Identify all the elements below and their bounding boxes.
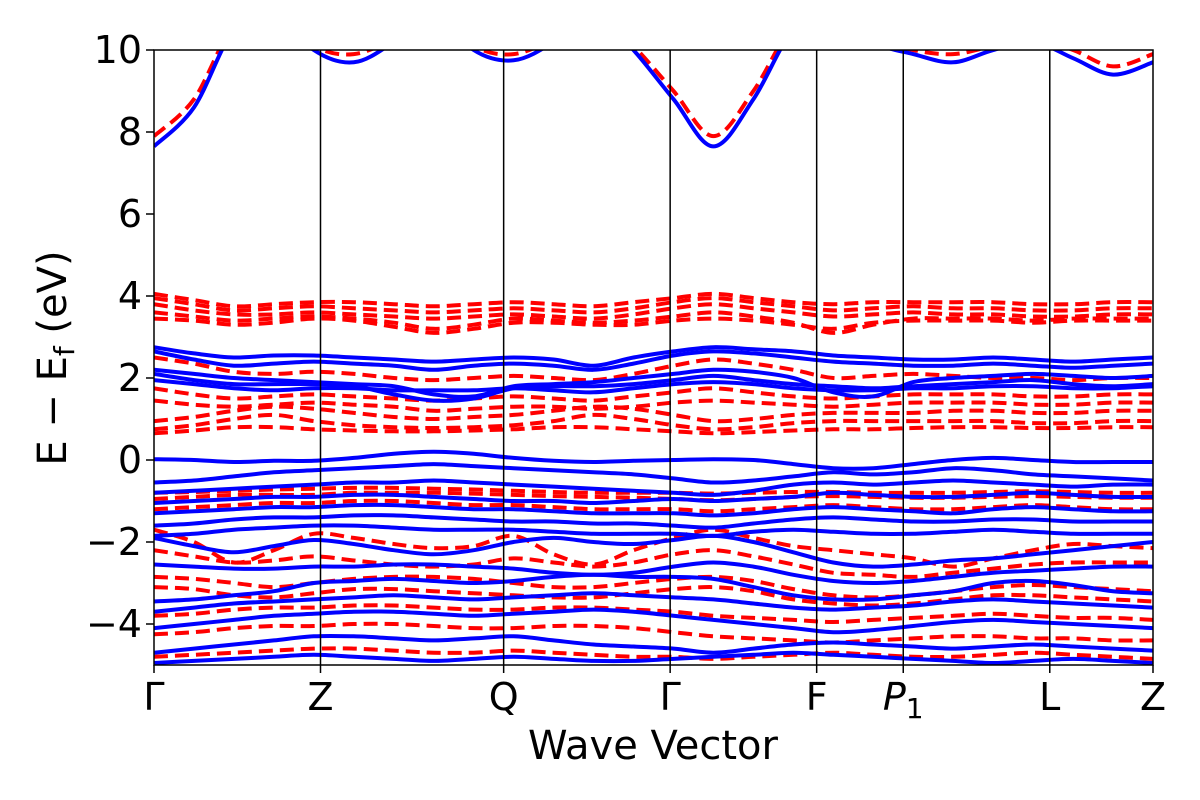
x-tick-label: Z bbox=[307, 675, 333, 719]
band-dashed-red bbox=[154, 621, 1153, 645]
x-tick-label: P1 bbox=[883, 675, 924, 725]
band-solid-blue bbox=[154, 490, 1153, 506]
x-tick-label: F bbox=[806, 675, 828, 719]
band-solid-blue bbox=[154, 50, 1153, 149]
y-tick-label: 10 bbox=[94, 28, 142, 72]
band-dashed-red bbox=[154, 310, 1153, 335]
band-solid-blue bbox=[154, 607, 1153, 635]
bands-layer bbox=[154, 50, 1153, 665]
band-solid-blue bbox=[154, 560, 1153, 586]
band-dashed-red bbox=[154, 50, 1153, 139]
y-tick-label: 4 bbox=[118, 274, 142, 318]
band-solid-blue bbox=[154, 591, 1153, 614]
y-tick-label: 6 bbox=[118, 192, 142, 236]
band-solid-blue bbox=[154, 502, 1153, 518]
band-solid-blue bbox=[154, 650, 1153, 665]
x-tick-label: Z bbox=[1140, 675, 1166, 719]
band-solid-blue bbox=[154, 513, 1153, 530]
x-tick-label: Γ bbox=[660, 675, 681, 719]
band-solid-blue bbox=[154, 345, 1153, 368]
band-dashed-red bbox=[154, 548, 1153, 579]
y-tick-label: 0 bbox=[118, 438, 142, 482]
plot-frame bbox=[153, 49, 1154, 666]
band-solid-blue bbox=[154, 533, 1153, 569]
band-dashed-red bbox=[154, 296, 1153, 315]
band-solid-blue bbox=[154, 478, 1153, 497]
y-tick-label: −2 bbox=[86, 520, 142, 564]
band-dashed-red bbox=[154, 424, 1153, 436]
x-tick-label: Γ bbox=[143, 675, 164, 719]
y-tick-label: −4 bbox=[86, 602, 142, 646]
y-tick-label: 2 bbox=[118, 356, 142, 400]
x-tick-label: Q bbox=[489, 675, 519, 719]
y-axis-ticks: −4 −2 0 2 4 6 8 10 bbox=[86, 28, 154, 646]
band-solid-blue bbox=[154, 371, 1153, 403]
band-solid-blue bbox=[154, 633, 1153, 655]
band-solid-blue bbox=[154, 449, 1153, 471]
band-solid-blue bbox=[154, 349, 1153, 372]
band-dashed-red bbox=[154, 316, 1153, 335]
y-tick-label: 8 bbox=[118, 110, 142, 154]
y-axis-label: E − Ef (eV) bbox=[30, 250, 81, 465]
band-solid-blue bbox=[154, 523, 1153, 538]
kpoint-lines bbox=[319, 50, 1051, 665]
x-axis-label: Wave Vector bbox=[528, 723, 779, 769]
x-tick-label: L bbox=[1039, 675, 1060, 719]
band-solid-blue bbox=[154, 462, 1153, 485]
x-axis-ticks: Γ Z Q Γ F P1 L Z bbox=[143, 665, 1166, 725]
band-solid-blue bbox=[154, 378, 1153, 395]
band-solid-blue bbox=[154, 572, 1153, 604]
